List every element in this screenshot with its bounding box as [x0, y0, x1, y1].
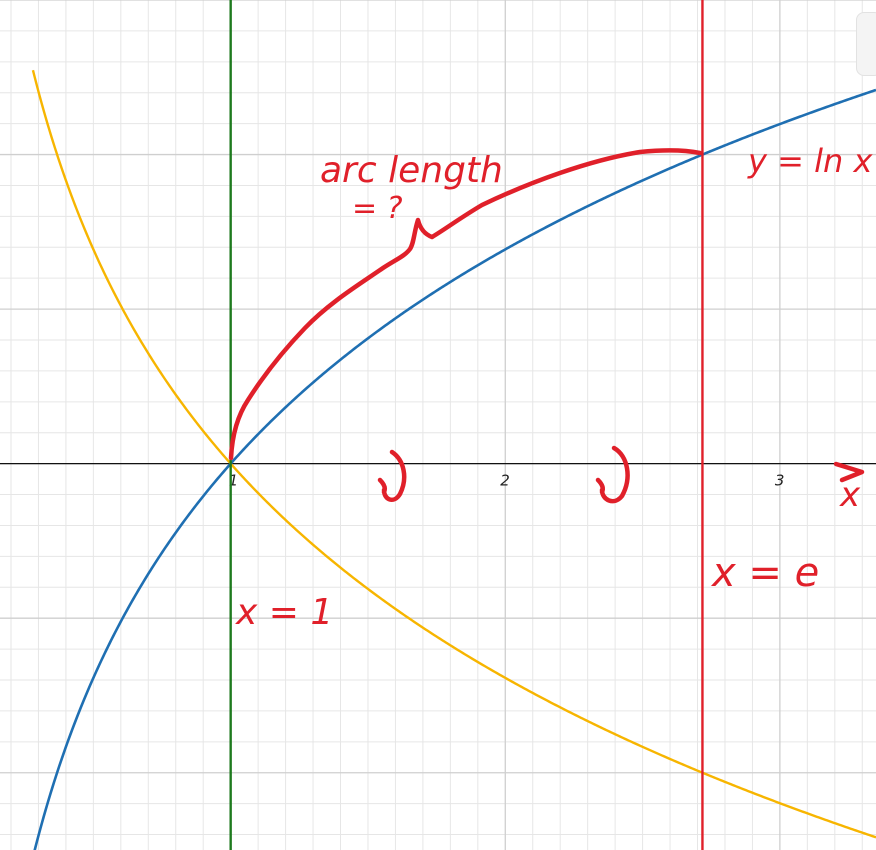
x-axis-label: x — [839, 475, 861, 515]
arc-length-label: arc length — [320, 150, 503, 191]
axis-arrowhead — [833, 461, 865, 483]
curve-ln-x — [33, 88, 876, 850]
handwritten-annotations — [228, 148, 865, 504]
curve-label: y = ln x — [747, 142, 873, 180]
arc-length-equals-label: = ? — [352, 191, 403, 226]
curve-neg-ln-x — [31, 69, 876, 839]
settings-panel-tab[interactable] — [856, 12, 876, 76]
rotation-arrow-right — [595, 445, 630, 504]
rotation-arrow-left — [377, 449, 407, 503]
x-tick-label-3: 3 — [775, 472, 785, 490]
x-equals-1-label: x = 1 — [235, 592, 333, 633]
x-tick-label-1: 1 — [229, 472, 239, 490]
x-tick-label-2: 2 — [500, 472, 510, 490]
x-equals-e-label: x = e — [710, 550, 819, 596]
x-tick-labels: 1 2 3 — [229, 472, 785, 490]
arc-highlight-stroke — [228, 148, 703, 461]
